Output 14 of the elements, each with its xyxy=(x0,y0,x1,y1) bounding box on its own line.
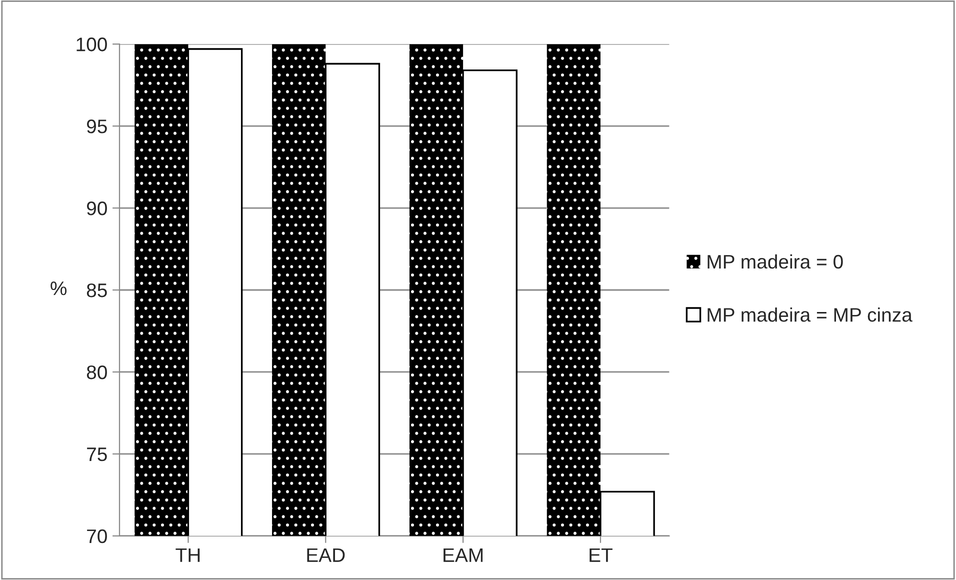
legend-label: MP madeira = MP cinza xyxy=(708,308,912,322)
y-tick-label: 90 xyxy=(86,201,107,216)
x-tick-label: EAM xyxy=(444,548,483,562)
y-tick-label: 95 xyxy=(86,120,107,134)
legend-label: MP madeira = 0 xyxy=(708,254,843,269)
y-tick-label: 100 xyxy=(76,38,107,52)
x-tick-label: EAD xyxy=(307,548,345,562)
y-tick-label: 75 xyxy=(87,448,107,462)
y-tick-label: 70 xyxy=(87,529,107,544)
x-tick-label: ET xyxy=(590,548,612,562)
y-tick-label: 85 xyxy=(86,283,107,298)
y-axis-title: % xyxy=(50,282,67,296)
y-tick-label: 80 xyxy=(86,365,107,380)
x-tick-label: TH xyxy=(176,548,200,562)
